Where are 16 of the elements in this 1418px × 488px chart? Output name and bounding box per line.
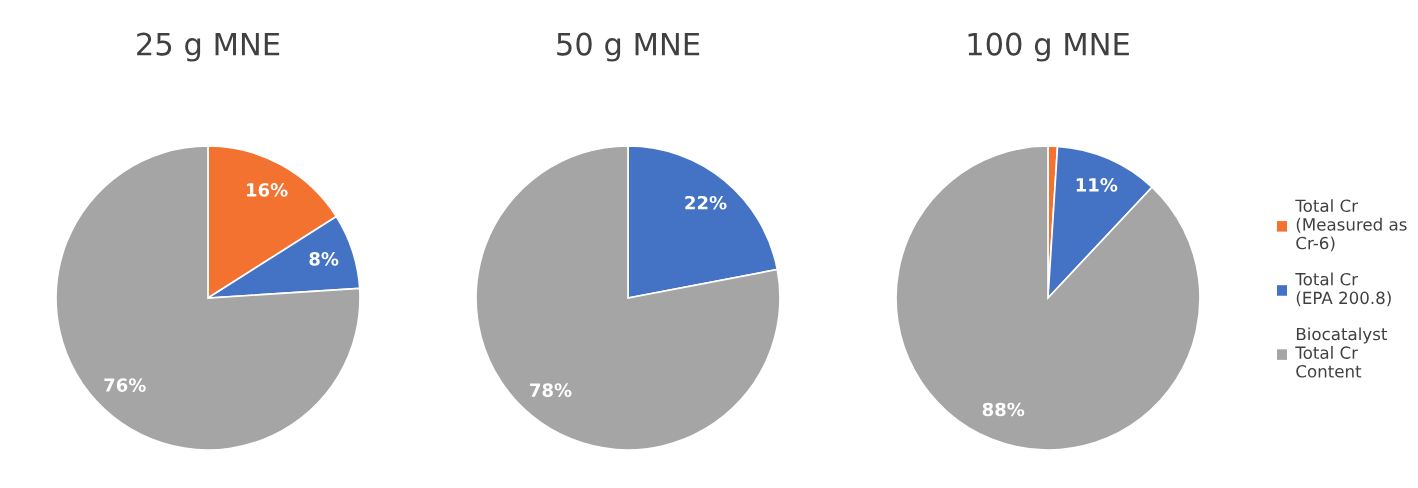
data-label: 11% bbox=[1076, 177, 1118, 192]
pie-slice bbox=[475, 145, 781, 451]
legend-label: Total Cr (Measured as Cr-6) bbox=[1295, 199, 1407, 252]
data-label: 76% bbox=[104, 378, 146, 392]
data-label: 16% bbox=[247, 183, 288, 197]
data-label: 88% bbox=[982, 402, 1025, 417]
data-label: 78% bbox=[530, 383, 572, 397]
chart-title: 100 g MNE bbox=[968, 32, 1129, 62]
pie-slice bbox=[55, 145, 361, 451]
chart-title: 50 g MNE bbox=[557, 32, 700, 62]
legend-label: Total Cr (EPA 200.8) bbox=[1295, 272, 1391, 307]
legend-label: Biocatalyst Total Cr Content bbox=[1295, 327, 1388, 378]
pie-slice bbox=[895, 145, 1201, 451]
data-label: 8% bbox=[309, 252, 339, 266]
data-label: 22% bbox=[685, 195, 727, 210]
chart-title: 25 g MNE bbox=[137, 32, 280, 62]
